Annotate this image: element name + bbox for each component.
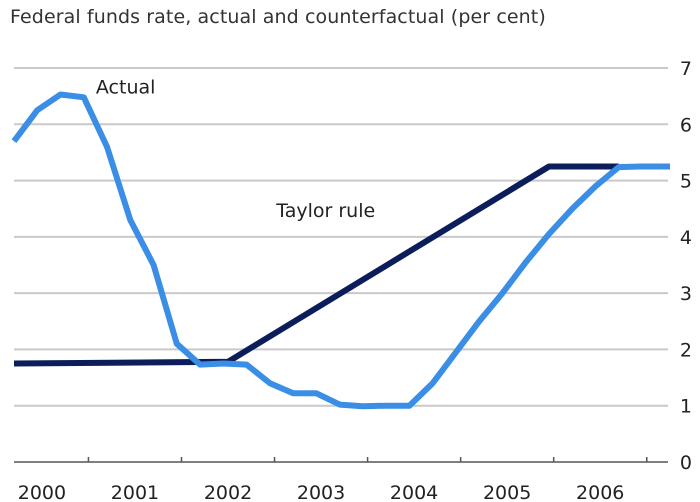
y-tick-label: 1 [680,396,692,418]
y-tick-label: 0 [680,452,692,474]
chart-title: Federal funds rate, actual and counterfa… [10,6,546,28]
x-axis: 2000 2001 2002 2003 2004 2005 2006 [14,457,668,502]
y-tick-label: 3 [680,283,692,305]
x-tick-label: 2006 [576,482,624,502]
x-tick-label: 2003 [297,482,345,502]
gridlines [14,67,668,407]
x-tick-label: 2004 [390,482,438,502]
y-tick-label: 7 [680,58,692,80]
x-tick-label: 2001 [111,482,159,502]
series-line-actual [11,91,670,410]
series-lines [11,91,670,410]
series-annotations: Actual Taylor rule [96,76,375,222]
annotation-actual: Actual [96,76,156,98]
annotation-taylor-rule: Taylor rule [275,200,375,222]
x-tick-label: 2002 [204,482,252,502]
y-axis-ticks: 0 1 2 3 4 5 6 7 [680,58,692,474]
y-tick-label: 4 [680,227,692,249]
series-line-taylor-rule [13,163,619,367]
x-tick-label: 2000 [18,482,66,502]
y-tick-label: 6 [680,114,692,136]
y-tick-label: 5 [680,171,692,193]
y-tick-label: 2 [680,339,692,361]
x-tick-label: 2005 [483,482,531,502]
